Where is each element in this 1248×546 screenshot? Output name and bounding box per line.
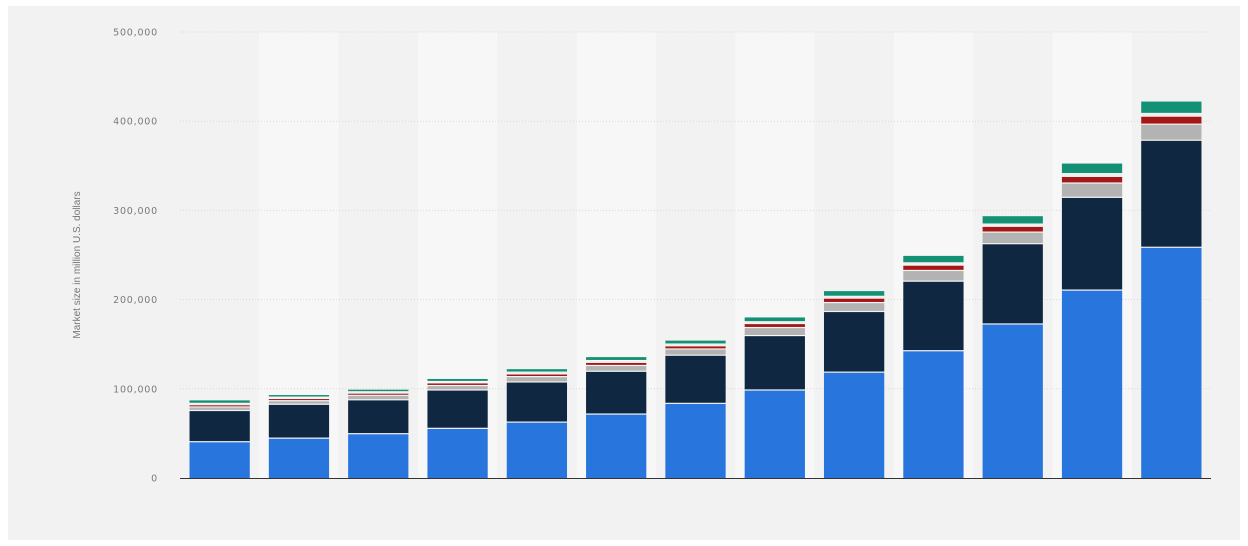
bar-segment <box>982 224 1043 226</box>
y-tick-label: 300,000 <box>113 206 158 217</box>
bar-segment <box>348 389 409 392</box>
bar-segment <box>982 324 1043 478</box>
bar-segment <box>1061 290 1123 478</box>
bar-segment <box>268 404 330 438</box>
bar-segment <box>427 378 488 381</box>
bar-segment <box>268 401 330 404</box>
bar-segment <box>427 390 488 428</box>
bar-segment <box>1061 174 1123 176</box>
bar-segment <box>903 351 964 478</box>
bar-segment <box>1061 197 1123 290</box>
bar-segment <box>823 312 885 372</box>
bar-segment <box>189 405 250 407</box>
bar-segment <box>268 395 330 397</box>
bar-segment <box>665 346 726 349</box>
bar-segment <box>427 386 488 390</box>
bar-segment <box>189 411 250 442</box>
bar-segment <box>1141 247 1202 478</box>
y-tick-label: 400,000 <box>113 117 158 128</box>
bar-segment <box>506 377 568 382</box>
bar-segment <box>268 399 330 401</box>
bar-segment <box>427 428 488 478</box>
bar-segment <box>823 291 885 296</box>
bar-segment <box>189 442 250 478</box>
bar-segment <box>903 281 964 351</box>
y-tick-label: 100,000 <box>113 384 158 395</box>
bar-segment <box>348 395 409 400</box>
bar-segment <box>1061 163 1123 174</box>
bar-segment <box>1061 176 1123 183</box>
bar-segment <box>586 366 647 371</box>
bar-segment <box>982 244 1043 324</box>
bar-segment <box>586 361 647 362</box>
bar-segment <box>1141 114 1202 116</box>
bar-segment <box>744 390 805 478</box>
bar-segment <box>903 255 964 263</box>
bar-segment <box>189 400 250 403</box>
bar-segment <box>823 296 885 298</box>
column-band <box>259 32 339 478</box>
bar-segment <box>348 393 409 395</box>
bar-segment <box>348 434 409 478</box>
bar-segment <box>1141 124 1202 140</box>
bar-segment <box>586 414 647 478</box>
bar-segment <box>586 371 647 414</box>
y-tick-labels: 0 100,000 200,000 300,000 400,000 500,000 <box>113 28 158 485</box>
bar-segment <box>506 374 568 377</box>
bar-segment <box>506 369 568 372</box>
y-tick-label: 0 <box>151 474 158 485</box>
bar-segment <box>665 403 726 478</box>
bar-segment <box>744 322 805 323</box>
bar-segment <box>665 340 726 344</box>
bar-segment <box>823 372 885 478</box>
bar-segment <box>1061 183 1123 197</box>
bar-segment <box>665 355 726 403</box>
bars <box>189 101 1202 478</box>
stacked-bar-chart: 0 100,000 200,000 300,000 400,000 500,000 Mar… <box>72 28 1211 485</box>
bar-segment <box>982 216 1043 224</box>
bar-segment <box>506 372 568 374</box>
bar-segment <box>982 226 1043 232</box>
bar-segment <box>903 263 964 265</box>
bar-segment <box>903 265 964 270</box>
bar-segment <box>903 271 964 281</box>
bar-segment <box>665 344 726 346</box>
bar-segment <box>744 317 805 322</box>
bar-segment <box>506 382 568 422</box>
bar-segment <box>744 336 805 390</box>
bar-segment <box>1141 116 1202 124</box>
bar-segment <box>427 383 488 385</box>
bar-segment <box>665 349 726 355</box>
bar-segment <box>586 362 647 365</box>
grid-lines <box>180 31 1211 390</box>
bar-segment <box>744 324 805 327</box>
y-tick-label: 500,000 <box>113 28 158 39</box>
bar-segment <box>348 400 409 434</box>
bar-segment <box>982 232 1043 244</box>
y-tick-label: 200,000 <box>113 295 158 306</box>
bar-segment <box>506 422 568 478</box>
bar-segment <box>1141 101 1202 113</box>
bar-segment <box>268 438 330 478</box>
bar-segment <box>744 328 805 335</box>
chart-panel: 0 100,000 200,000 300,000 400,000 500,000 Mar… <box>8 6 1240 540</box>
y-axis-title: Market size in million U.S. dollars <box>72 191 83 338</box>
bar-segment <box>586 357 647 360</box>
bar-segment <box>189 407 250 410</box>
bar-segment <box>823 303 885 311</box>
bar-segment <box>823 298 885 302</box>
bar-segment <box>1141 140 1202 247</box>
